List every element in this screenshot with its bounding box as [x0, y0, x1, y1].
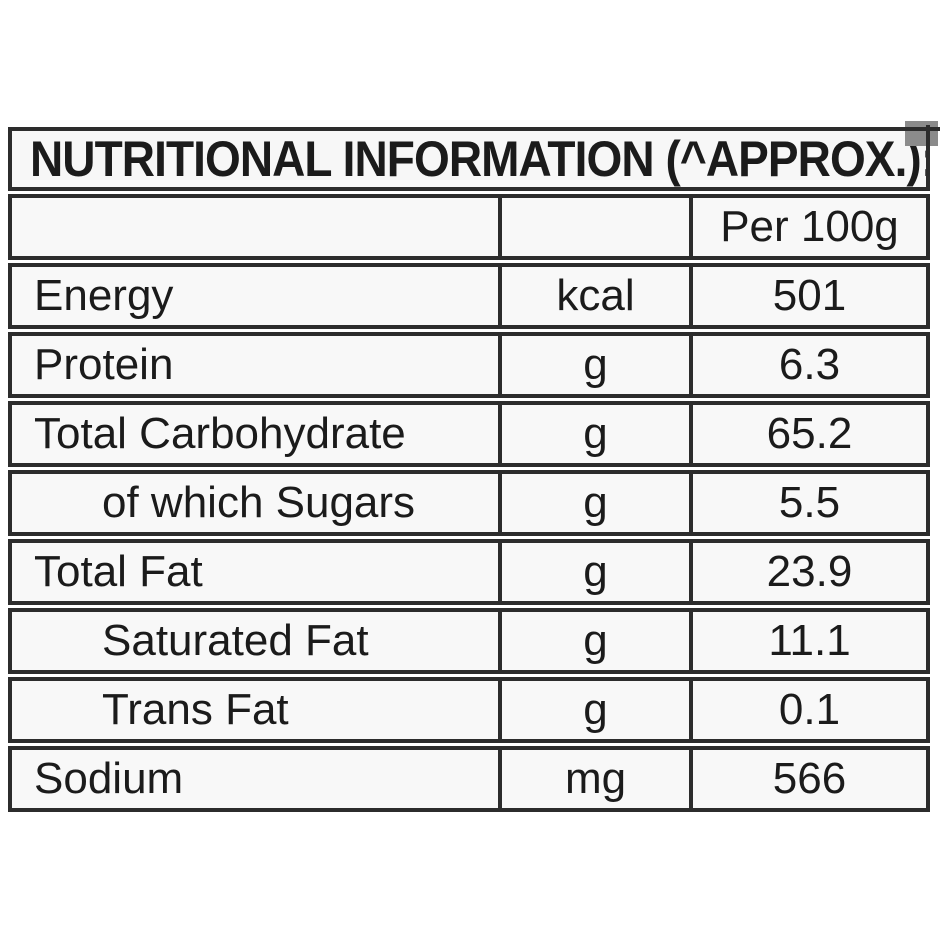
table-row: of which Sugars g 5.5 [8, 470, 930, 536]
nutrient-value-cell: 6.3 [689, 332, 930, 398]
nutrient-name-cell: Saturated Fat [8, 608, 502, 674]
nutrient-unit-cell: g [498, 608, 693, 674]
nutrient-unit-cell: g [498, 677, 693, 743]
table-row: Protein g 6.3 [8, 332, 930, 398]
nutrient-unit-cell: g [498, 401, 693, 467]
nutrient-name-cell: of which Sugars [8, 470, 502, 536]
nutrient-unit-cell: g [498, 539, 693, 605]
nutrient-value-cell: 0.1 [689, 677, 930, 743]
nutrition-label: NUTRITIONAL INFORMATION (^APPROX.): Per … [8, 127, 930, 812]
nutrient-name-cell: Total Carbohydrate [8, 401, 502, 467]
nutrient-unit-cell: kcal [498, 263, 693, 329]
nutrient-name-cell: Total Fat [8, 539, 502, 605]
nutrient-value-cell: 23.9 [689, 539, 930, 605]
table-row: Trans Fat g 0.1 [8, 677, 930, 743]
nutrient-unit-cell: mg [498, 746, 693, 812]
nutrient-value-cell: 11.1 [689, 608, 930, 674]
table-row: Total Fat g 23.9 [8, 539, 930, 605]
table-row: Sodium mg 566 [8, 746, 930, 812]
nutrient-value-cell: 65.2 [689, 401, 930, 467]
corner-marker [905, 121, 938, 146]
header-nutrient-cell [8, 194, 502, 260]
header-per100g-cell: Per 100g [689, 194, 930, 260]
table-header-row: Per 100g [8, 194, 930, 260]
nutrient-name-cell: Energy [8, 263, 502, 329]
table-row: Energy kcal 501 [8, 263, 930, 329]
nutrient-name-cell: Sodium [8, 746, 502, 812]
table-row: Total Carbohydrate g 65.2 [8, 401, 930, 467]
nutrient-name-cell: Protein [8, 332, 502, 398]
corner-border-vertical [926, 125, 930, 148]
nutrient-value-cell: 5.5 [689, 470, 930, 536]
nutrient-value-cell: 501 [689, 263, 930, 329]
nutrient-name-cell: Trans Fat [8, 677, 502, 743]
table-body: Energy kcal 501 Protein g 6.3 Total Carb… [8, 263, 930, 812]
label-title: NUTRITIONAL INFORMATION (^APPROX.): [30, 131, 930, 187]
nutrient-value-cell: 566 [689, 746, 930, 812]
table-row: Saturated Fat g 11.1 [8, 608, 930, 674]
nutrient-unit-cell: g [498, 470, 693, 536]
corner-border-horizontal [901, 127, 940, 131]
label-title-bar: NUTRITIONAL INFORMATION (^APPROX.): [8, 127, 930, 191]
nutrient-unit-cell: g [498, 332, 693, 398]
header-unit-cell [498, 194, 693, 260]
